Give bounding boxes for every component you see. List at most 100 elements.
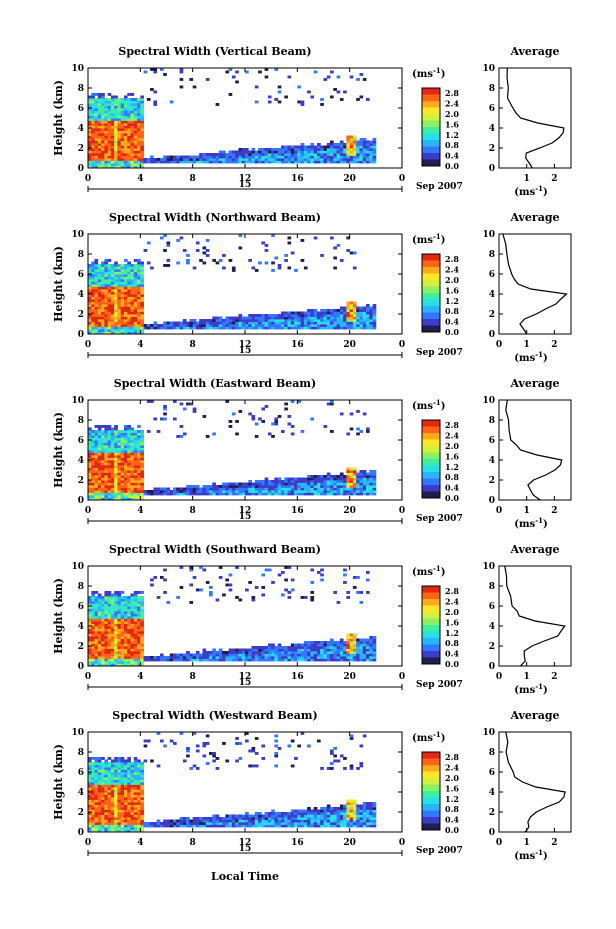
heatmap-cell — [88, 319, 92, 322]
heatmap-cell — [88, 762, 92, 765]
heatmap-cell — [205, 155, 210, 159]
heatmap-cell — [110, 266, 115, 270]
heatmap-cell — [310, 596, 315, 599]
heatmap-cell — [120, 797, 125, 800]
heatmap-cell — [114, 321, 118, 325]
heatmap-cell — [94, 807, 99, 810]
heatmap-cell — [114, 467, 118, 471]
heatmap-cell — [359, 160, 364, 164]
heatmap-cell — [333, 88, 337, 91]
heatmap-cell — [117, 475, 122, 478]
heatmap-cell — [88, 827, 92, 830]
heatmap-cell — [124, 829, 128, 833]
heatmap-cell — [349, 309, 354, 312]
heatmap-cell — [313, 648, 318, 652]
heatmap-cell — [97, 155, 102, 159]
heatmap-cell — [241, 487, 246, 491]
heatmap-cell — [317, 656, 321, 659]
heatmap-cell — [349, 155, 354, 159]
heatmap-cell — [176, 656, 180, 659]
heatmap-cell — [343, 651, 347, 654]
heatmap-cell — [215, 326, 220, 330]
heatmap-cell — [356, 576, 360, 579]
heatmap-cell — [205, 656, 210, 659]
heatmap-cell — [366, 319, 370, 322]
heatmap-cell — [104, 636, 109, 639]
heatmap-cell — [303, 648, 308, 652]
heatmap-cell — [127, 440, 131, 443]
heatmap-cell — [101, 291, 105, 295]
heatmap-cell — [97, 495, 102, 498]
heatmap-cell — [97, 311, 102, 315]
heatmap-cell — [91, 331, 95, 335]
heatmap-cell — [133, 110, 138, 114]
average-y-tick-label: 6 — [489, 270, 495, 280]
heatmap-cell — [101, 809, 105, 813]
heatmap-cell — [120, 621, 125, 624]
heatmap-cell — [277, 656, 282, 659]
heatmap-cell — [120, 495, 125, 498]
heatmap-cell — [352, 490, 357, 493]
heatmap-cell — [369, 636, 373, 639]
heatmap-cell — [94, 772, 99, 775]
heatmap-cell — [267, 314, 272, 317]
heatmap-cell — [209, 656, 213, 659]
heatmap-cell — [287, 319, 292, 322]
heatmap-cell — [107, 757, 112, 760]
heatmap-cell — [91, 274, 95, 277]
heatmap-cell — [117, 623, 122, 627]
heatmap-cell — [264, 480, 269, 483]
heatmap-cell — [114, 153, 118, 156]
heatmap-cell — [366, 153, 370, 156]
heatmap-cell — [150, 759, 154, 763]
heatmap-cell — [104, 113, 109, 116]
heatmap-cell — [133, 98, 138, 101]
heatmap-cell — [127, 779, 131, 783]
heatmap-cell — [117, 118, 122, 121]
heatmap-cell — [107, 130, 112, 134]
heatmap-cell — [182, 158, 187, 161]
heatmap-cell — [274, 326, 279, 330]
heatmap-cell — [150, 88, 154, 91]
heatmap-cell — [297, 658, 301, 662]
heatmap-cell — [114, 279, 118, 282]
heatmap-cell — [114, 108, 118, 111]
heatmap-cell — [343, 573, 347, 577]
heatmap-cell — [114, 457, 118, 461]
heatmap-cell — [137, 774, 141, 778]
heatmap-cell — [107, 304, 112, 307]
heatmap-cell — [356, 432, 360, 436]
heatmap-cell — [182, 490, 187, 493]
heatmap-cell — [107, 472, 112, 476]
heatmap-cell — [140, 623, 144, 627]
colorbar-tick-label: 0.8 — [445, 140, 459, 150]
heatmap-cell — [352, 485, 357, 488]
heatmap-cell — [140, 294, 144, 297]
heatmap-cell — [117, 301, 122, 305]
heatmap-cell — [91, 440, 95, 443]
heatmap-cell — [330, 311, 334, 315]
heatmap-cell — [359, 475, 364, 478]
heatmap-cell — [97, 440, 102, 443]
heatmap-cell — [120, 440, 125, 443]
heatmap-cell — [317, 641, 321, 644]
heatmap-cell — [117, 271, 122, 275]
heatmap-cell — [156, 324, 161, 327]
heatmap-cell — [88, 455, 92, 458]
heatmap-cell — [169, 492, 174, 496]
heatmap-cell — [120, 163, 125, 166]
heatmap-cell — [110, 470, 115, 473]
heatmap-cell — [303, 266, 308, 270]
heatmap-cell — [294, 150, 298, 154]
heatmap-cell — [88, 792, 92, 795]
heatmap-cell — [130, 331, 135, 335]
heatmap-cell — [238, 814, 243, 818]
heatmap-cell — [372, 153, 377, 156]
heatmap-cell — [94, 641, 99, 644]
heatmap-cell — [114, 128, 118, 131]
heatmap-cell — [290, 487, 295, 491]
heatmap-cell — [91, 113, 95, 116]
heatmap-cell — [94, 638, 99, 642]
heatmap-cell — [94, 591, 99, 594]
heatmap-cell — [94, 125, 99, 129]
